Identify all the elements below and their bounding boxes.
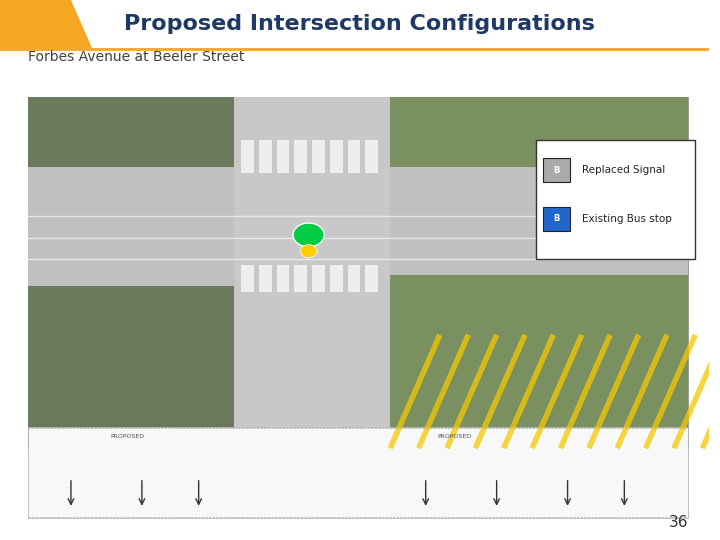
Text: Replaced Signal: Replaced Signal	[582, 165, 665, 175]
Text: Forbes Avenue at Beeler Street: Forbes Avenue at Beeler Street	[28, 50, 245, 64]
FancyBboxPatch shape	[348, 140, 361, 173]
Text: B: B	[553, 166, 559, 174]
Text: PROPOSED: PROPOSED	[437, 434, 471, 439]
FancyBboxPatch shape	[348, 265, 361, 292]
FancyBboxPatch shape	[543, 158, 570, 182]
FancyBboxPatch shape	[241, 140, 254, 173]
FancyBboxPatch shape	[365, 265, 378, 292]
FancyBboxPatch shape	[365, 140, 378, 173]
FancyBboxPatch shape	[28, 97, 348, 178]
FancyBboxPatch shape	[241, 265, 254, 292]
Text: B: B	[553, 214, 559, 223]
FancyBboxPatch shape	[234, 97, 390, 448]
FancyBboxPatch shape	[330, 265, 343, 292]
FancyBboxPatch shape	[312, 140, 325, 173]
FancyBboxPatch shape	[294, 265, 307, 292]
FancyBboxPatch shape	[543, 207, 570, 231]
FancyBboxPatch shape	[312, 265, 325, 292]
Text: PROPOSED: PROPOSED	[111, 434, 145, 439]
FancyBboxPatch shape	[276, 265, 289, 292]
FancyBboxPatch shape	[348, 97, 688, 178]
FancyBboxPatch shape	[390, 275, 688, 448]
Circle shape	[293, 223, 324, 247]
FancyBboxPatch shape	[294, 140, 307, 173]
FancyBboxPatch shape	[28, 286, 234, 448]
FancyBboxPatch shape	[28, 167, 688, 286]
FancyBboxPatch shape	[28, 97, 688, 448]
Circle shape	[300, 245, 317, 258]
FancyBboxPatch shape	[330, 140, 343, 173]
Polygon shape	[0, 0, 92, 49]
FancyBboxPatch shape	[536, 140, 696, 259]
Text: Existing Bus stop: Existing Bus stop	[582, 214, 672, 224]
FancyBboxPatch shape	[259, 265, 271, 292]
FancyBboxPatch shape	[28, 427, 688, 518]
Text: 36: 36	[669, 515, 688, 530]
Text: Proposed Intersection Configurations: Proposed Intersection Configurations	[124, 14, 595, 35]
FancyBboxPatch shape	[276, 140, 289, 173]
FancyBboxPatch shape	[259, 140, 271, 173]
